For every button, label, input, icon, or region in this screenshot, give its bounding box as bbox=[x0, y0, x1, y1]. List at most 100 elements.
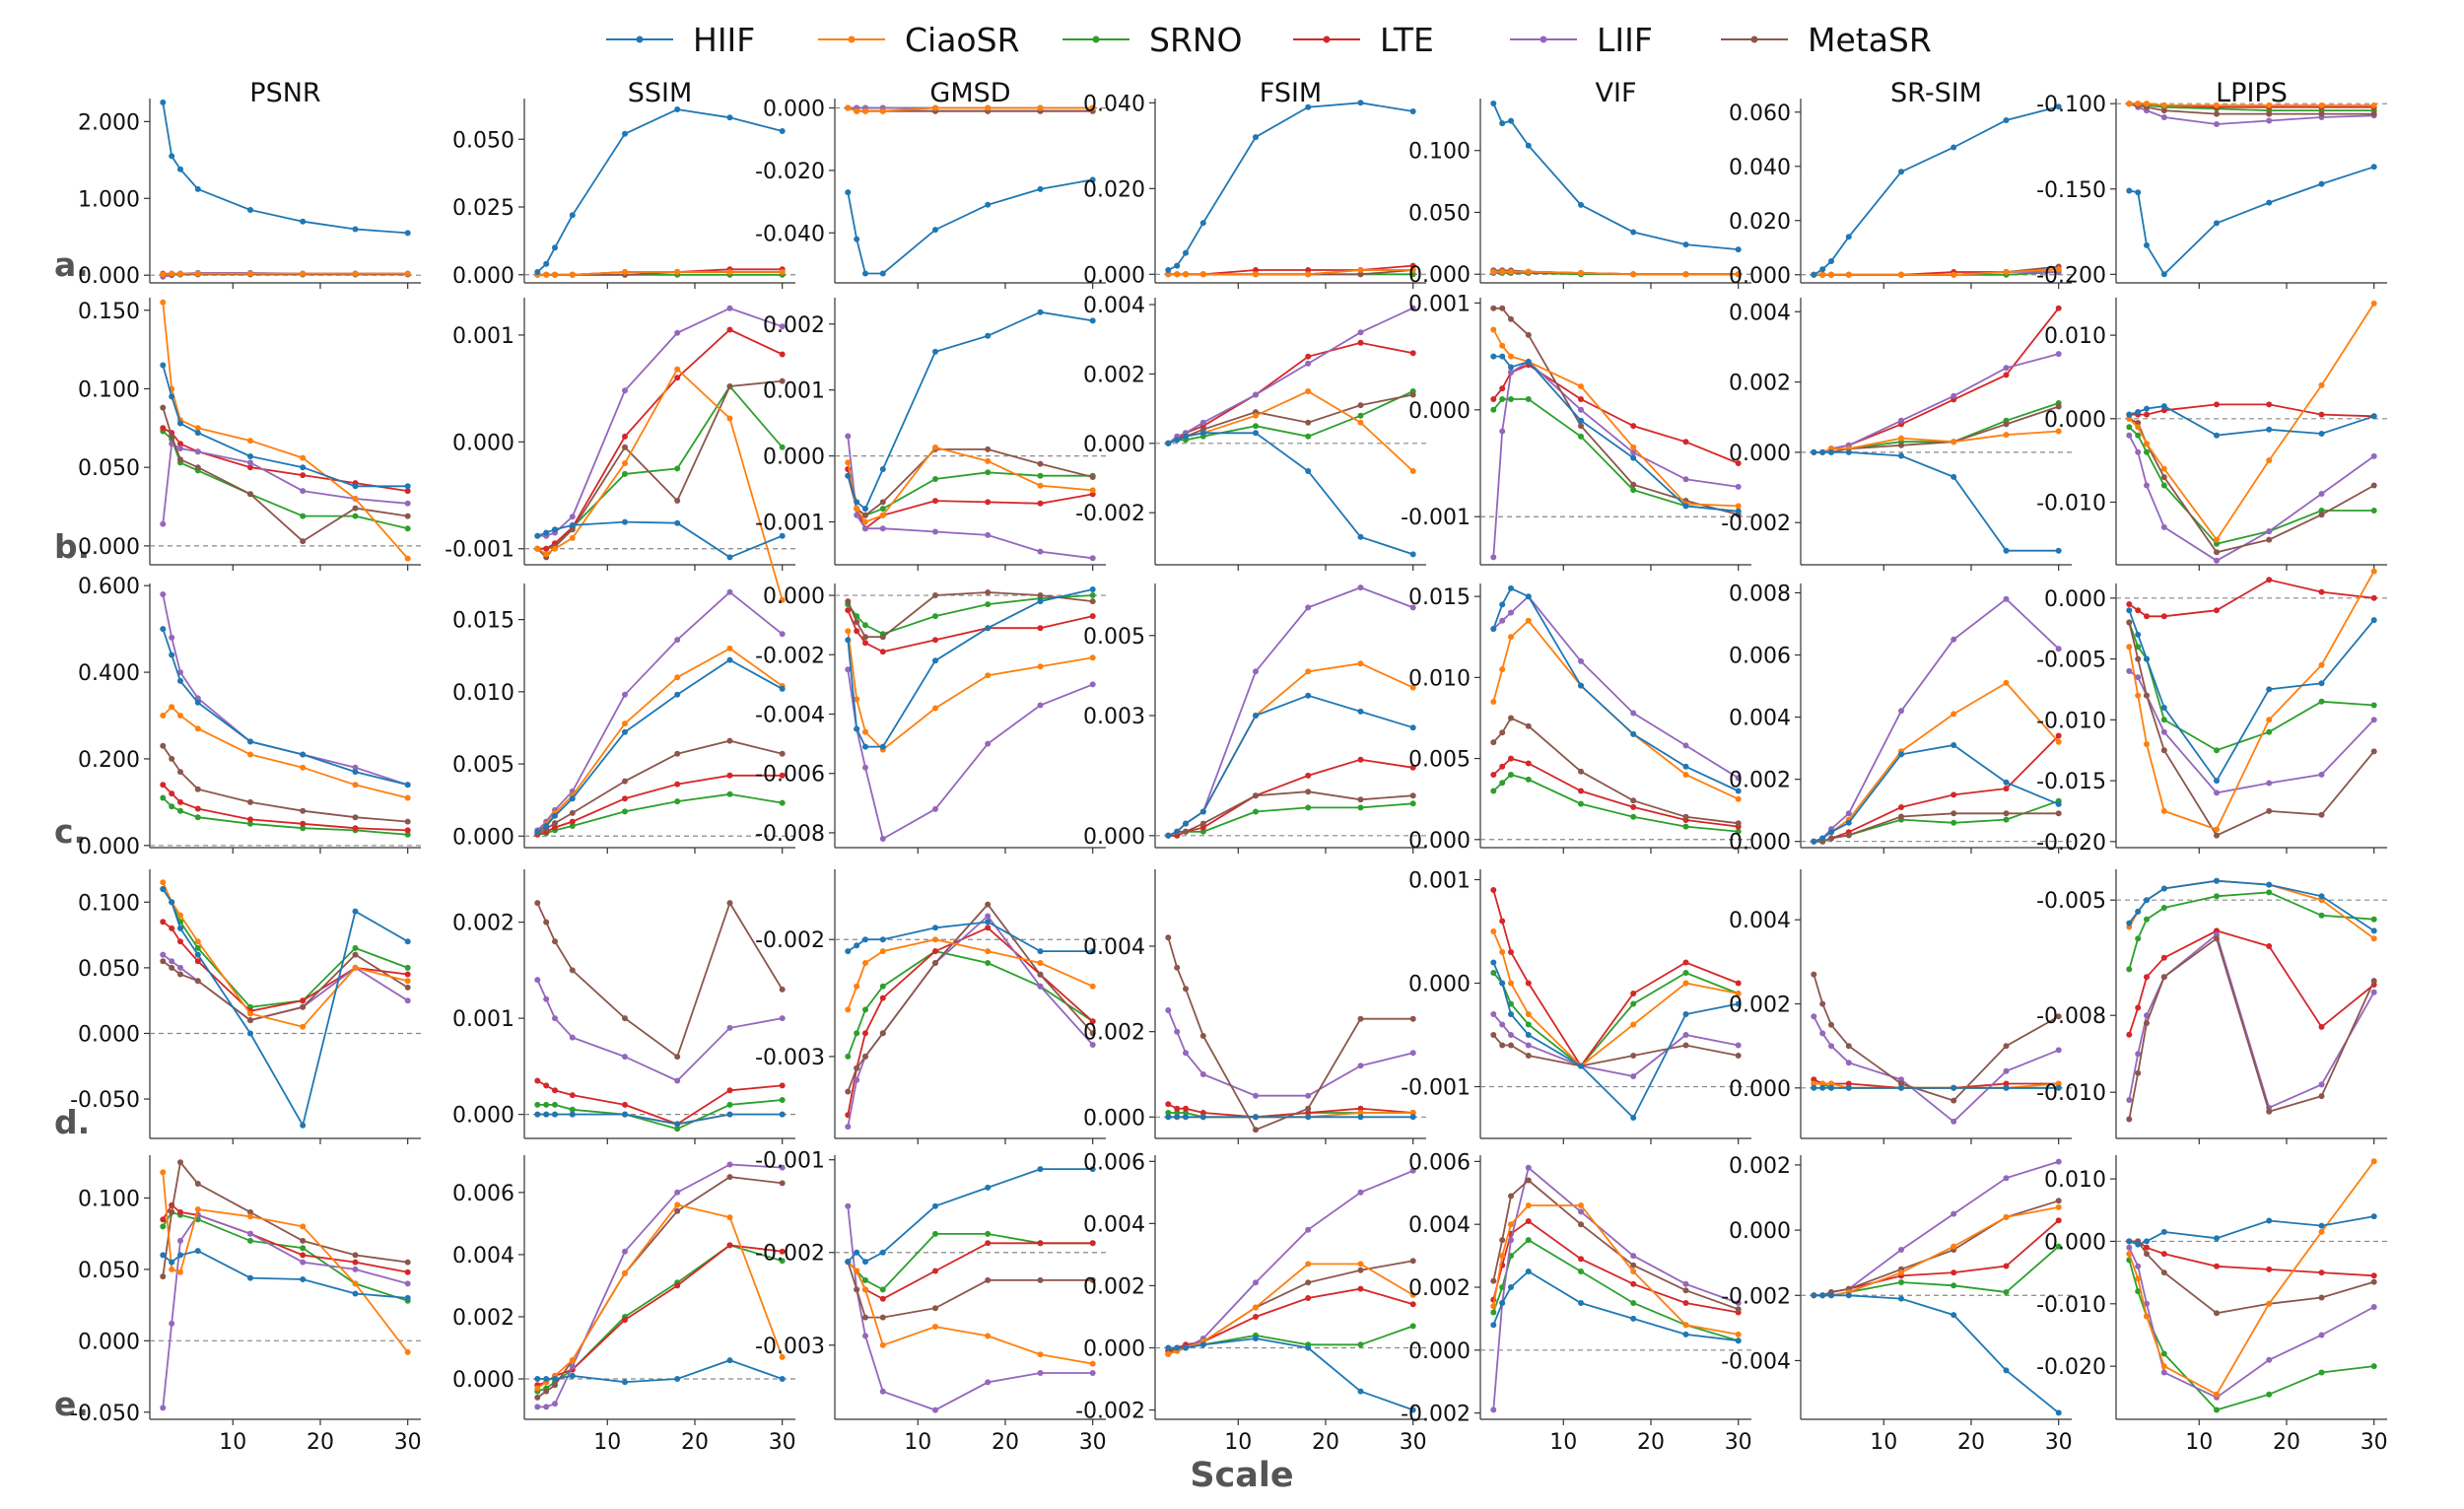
series-line bbox=[1492, 360, 1739, 558]
data-point bbox=[1578, 1269, 1584, 1274]
data-point bbox=[1898, 1279, 1904, 1285]
data-point bbox=[2266, 199, 2273, 206]
series-srno bbox=[2126, 889, 2377, 973]
series-line bbox=[1492, 586, 1740, 792]
data-point bbox=[1508, 353, 1514, 360]
series-line bbox=[1492, 1166, 1740, 1410]
data-point bbox=[404, 1269, 411, 1275]
series-metasr bbox=[1490, 715, 1742, 827]
data-point bbox=[2160, 1228, 2167, 1235]
data-point bbox=[1630, 1315, 1637, 1322]
series-liif bbox=[845, 433, 1096, 562]
data-point bbox=[1951, 742, 1957, 748]
data-point bbox=[845, 598, 852, 605]
data-point bbox=[1165, 271, 1172, 278]
data-point bbox=[2003, 269, 2010, 275]
series-line bbox=[847, 447, 1093, 516]
data-point bbox=[300, 270, 307, 277]
y-tick-label: 0.040 bbox=[1083, 92, 1145, 116]
data-point bbox=[862, 1030, 868, 1037]
data-point bbox=[300, 538, 307, 545]
y-tick-label: 0.000 bbox=[78, 264, 140, 289]
data-point bbox=[352, 964, 359, 971]
data-point bbox=[1499, 305, 1506, 311]
data-point bbox=[1499, 601, 1506, 608]
series-lte bbox=[2126, 577, 2377, 620]
y-tick-label: 0.000 bbox=[1729, 1219, 1791, 1244]
series-line bbox=[1167, 937, 1413, 1132]
data-point bbox=[247, 1213, 253, 1220]
data-point bbox=[1357, 419, 1364, 426]
data-point bbox=[879, 525, 886, 532]
series-ciaosr bbox=[160, 270, 411, 278]
data-point bbox=[1037, 960, 1044, 966]
y-tick-label: -0.050 bbox=[70, 1088, 140, 1113]
data-point bbox=[1525, 396, 1532, 402]
metric-title: PSNR bbox=[249, 78, 320, 108]
series-ciaosr bbox=[845, 628, 1096, 753]
data-point bbox=[569, 534, 576, 541]
data-point bbox=[2126, 101, 2133, 107]
series-line bbox=[1492, 889, 1740, 1068]
y-tick-label: 0.060 bbox=[1729, 102, 1791, 126]
data-point bbox=[1735, 246, 1742, 253]
series-srno bbox=[2126, 1257, 2377, 1413]
data-point bbox=[2135, 189, 2142, 196]
data-point bbox=[534, 1101, 541, 1108]
data-point bbox=[1951, 1269, 1957, 1276]
data-point bbox=[1508, 1221, 1514, 1228]
series-hiif bbox=[1811, 1292, 2062, 1416]
row-label: e. bbox=[54, 1385, 89, 1423]
data-point bbox=[2318, 411, 2325, 418]
data-point bbox=[160, 794, 167, 801]
data-point bbox=[2003, 365, 2010, 372]
data-point bbox=[845, 1006, 852, 1013]
data-point bbox=[2144, 897, 2150, 904]
data-point bbox=[1165, 1007, 1172, 1013]
data-point bbox=[2003, 1213, 2010, 1220]
data-point bbox=[2135, 101, 2142, 107]
data-point bbox=[879, 743, 886, 750]
data-point bbox=[1682, 980, 1689, 987]
data-point bbox=[1409, 1323, 1416, 1330]
y-tick-label: -0.002 bbox=[755, 928, 825, 953]
data-point bbox=[932, 498, 938, 505]
data-point bbox=[300, 1276, 307, 1282]
data-point bbox=[879, 270, 886, 277]
data-point bbox=[726, 114, 733, 121]
data-point bbox=[985, 1184, 992, 1191]
data-point bbox=[845, 948, 852, 955]
data-point bbox=[1525, 1269, 1532, 1274]
data-point bbox=[2003, 595, 2010, 602]
data-point bbox=[932, 592, 938, 598]
data-point bbox=[1183, 1344, 1189, 1351]
data-point bbox=[1819, 1030, 1826, 1037]
data-point bbox=[1490, 1322, 1497, 1329]
y-tick-label: 0.050 bbox=[78, 957, 140, 982]
data-point bbox=[534, 1111, 541, 1118]
data-point bbox=[879, 1295, 886, 1302]
data-point bbox=[1037, 625, 1044, 632]
series-ciaosr bbox=[845, 1259, 1096, 1367]
series-line bbox=[162, 442, 408, 524]
y-tick-label: 0.000 bbox=[1408, 829, 1471, 854]
data-point bbox=[1525, 980, 1532, 987]
legend-marker bbox=[1750, 35, 1758, 43]
data-point bbox=[1357, 1267, 1364, 1273]
y-tick-label: 0.001 bbox=[1408, 292, 1471, 316]
data-point bbox=[932, 1230, 938, 1237]
data-point bbox=[1183, 249, 1189, 256]
data-point bbox=[2003, 786, 2010, 792]
series-line bbox=[847, 436, 1093, 560]
data-point bbox=[1357, 708, 1364, 715]
series-metasr bbox=[160, 1159, 411, 1280]
data-point bbox=[2318, 1228, 2325, 1235]
data-point bbox=[1819, 835, 1826, 842]
data-point bbox=[1089, 1276, 1096, 1283]
series-line bbox=[1167, 1169, 1414, 1355]
series-line bbox=[847, 950, 1094, 1058]
data-point bbox=[622, 1111, 628, 1118]
data-point bbox=[1828, 1043, 1834, 1050]
series-srno bbox=[845, 948, 1096, 1060]
